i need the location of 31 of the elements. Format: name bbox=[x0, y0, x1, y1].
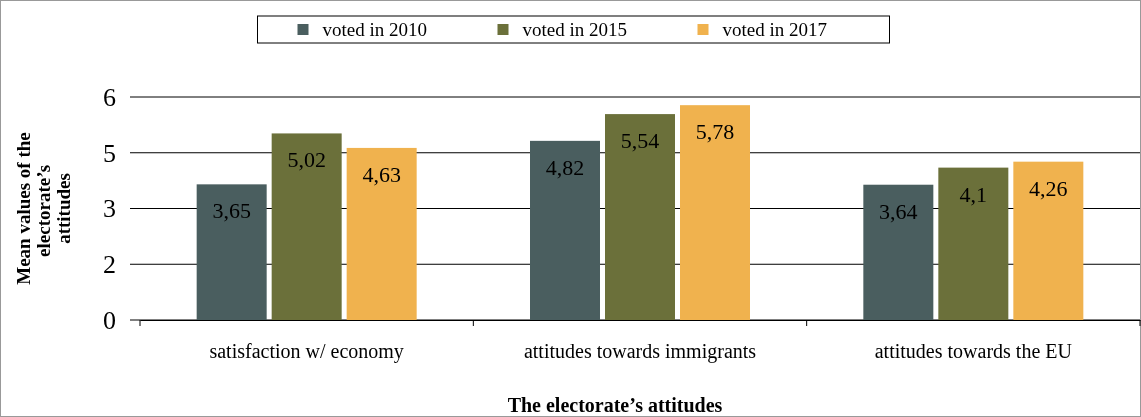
data-label: 4,1 bbox=[959, 181, 988, 207]
x-axis-title: The electorate’s attitudes bbox=[507, 394, 723, 416]
x-tick-label: attitudes towards immigrants bbox=[523, 340, 757, 364]
x-tick-label: satisfaction w/ economy bbox=[209, 340, 404, 364]
data-label: 5,78 bbox=[695, 119, 735, 145]
legend-label: voted in 2010 bbox=[322, 19, 427, 40]
data-label: 4,82 bbox=[545, 154, 585, 180]
bar bbox=[346, 147, 417, 320]
bar bbox=[271, 133, 342, 320]
bar bbox=[1013, 161, 1084, 320]
data-label: 4,63 bbox=[362, 161, 401, 187]
legend-label: voted in 2015 bbox=[522, 19, 627, 40]
bar bbox=[605, 114, 675, 320]
legend-label: voted in 2017 bbox=[722, 19, 827, 40]
bar bbox=[530, 140, 600, 320]
data-label: 4,26 bbox=[1029, 175, 1068, 201]
y-tick-label: 3 bbox=[103, 194, 116, 224]
bar bbox=[938, 167, 1009, 320]
data-label: 5,54 bbox=[620, 128, 660, 154]
data-label: 3,65 bbox=[212, 198, 251, 224]
data-label: 5,02 bbox=[287, 147, 326, 173]
y-tick-label: 5 bbox=[103, 138, 116, 168]
bar bbox=[680, 105, 750, 320]
y-axis-title: Mean values of the electorate’s attitudes bbox=[13, 132, 74, 285]
y-tick-label: 6 bbox=[103, 82, 116, 112]
y-tick-label: 2 bbox=[103, 250, 116, 280]
bar bbox=[196, 184, 267, 320]
y-tick-label: 0 bbox=[103, 305, 116, 335]
bar bbox=[863, 184, 934, 320]
data-label: 3,64 bbox=[879, 198, 918, 224]
x-tick-label: attitudes towards the EU bbox=[874, 340, 1073, 363]
